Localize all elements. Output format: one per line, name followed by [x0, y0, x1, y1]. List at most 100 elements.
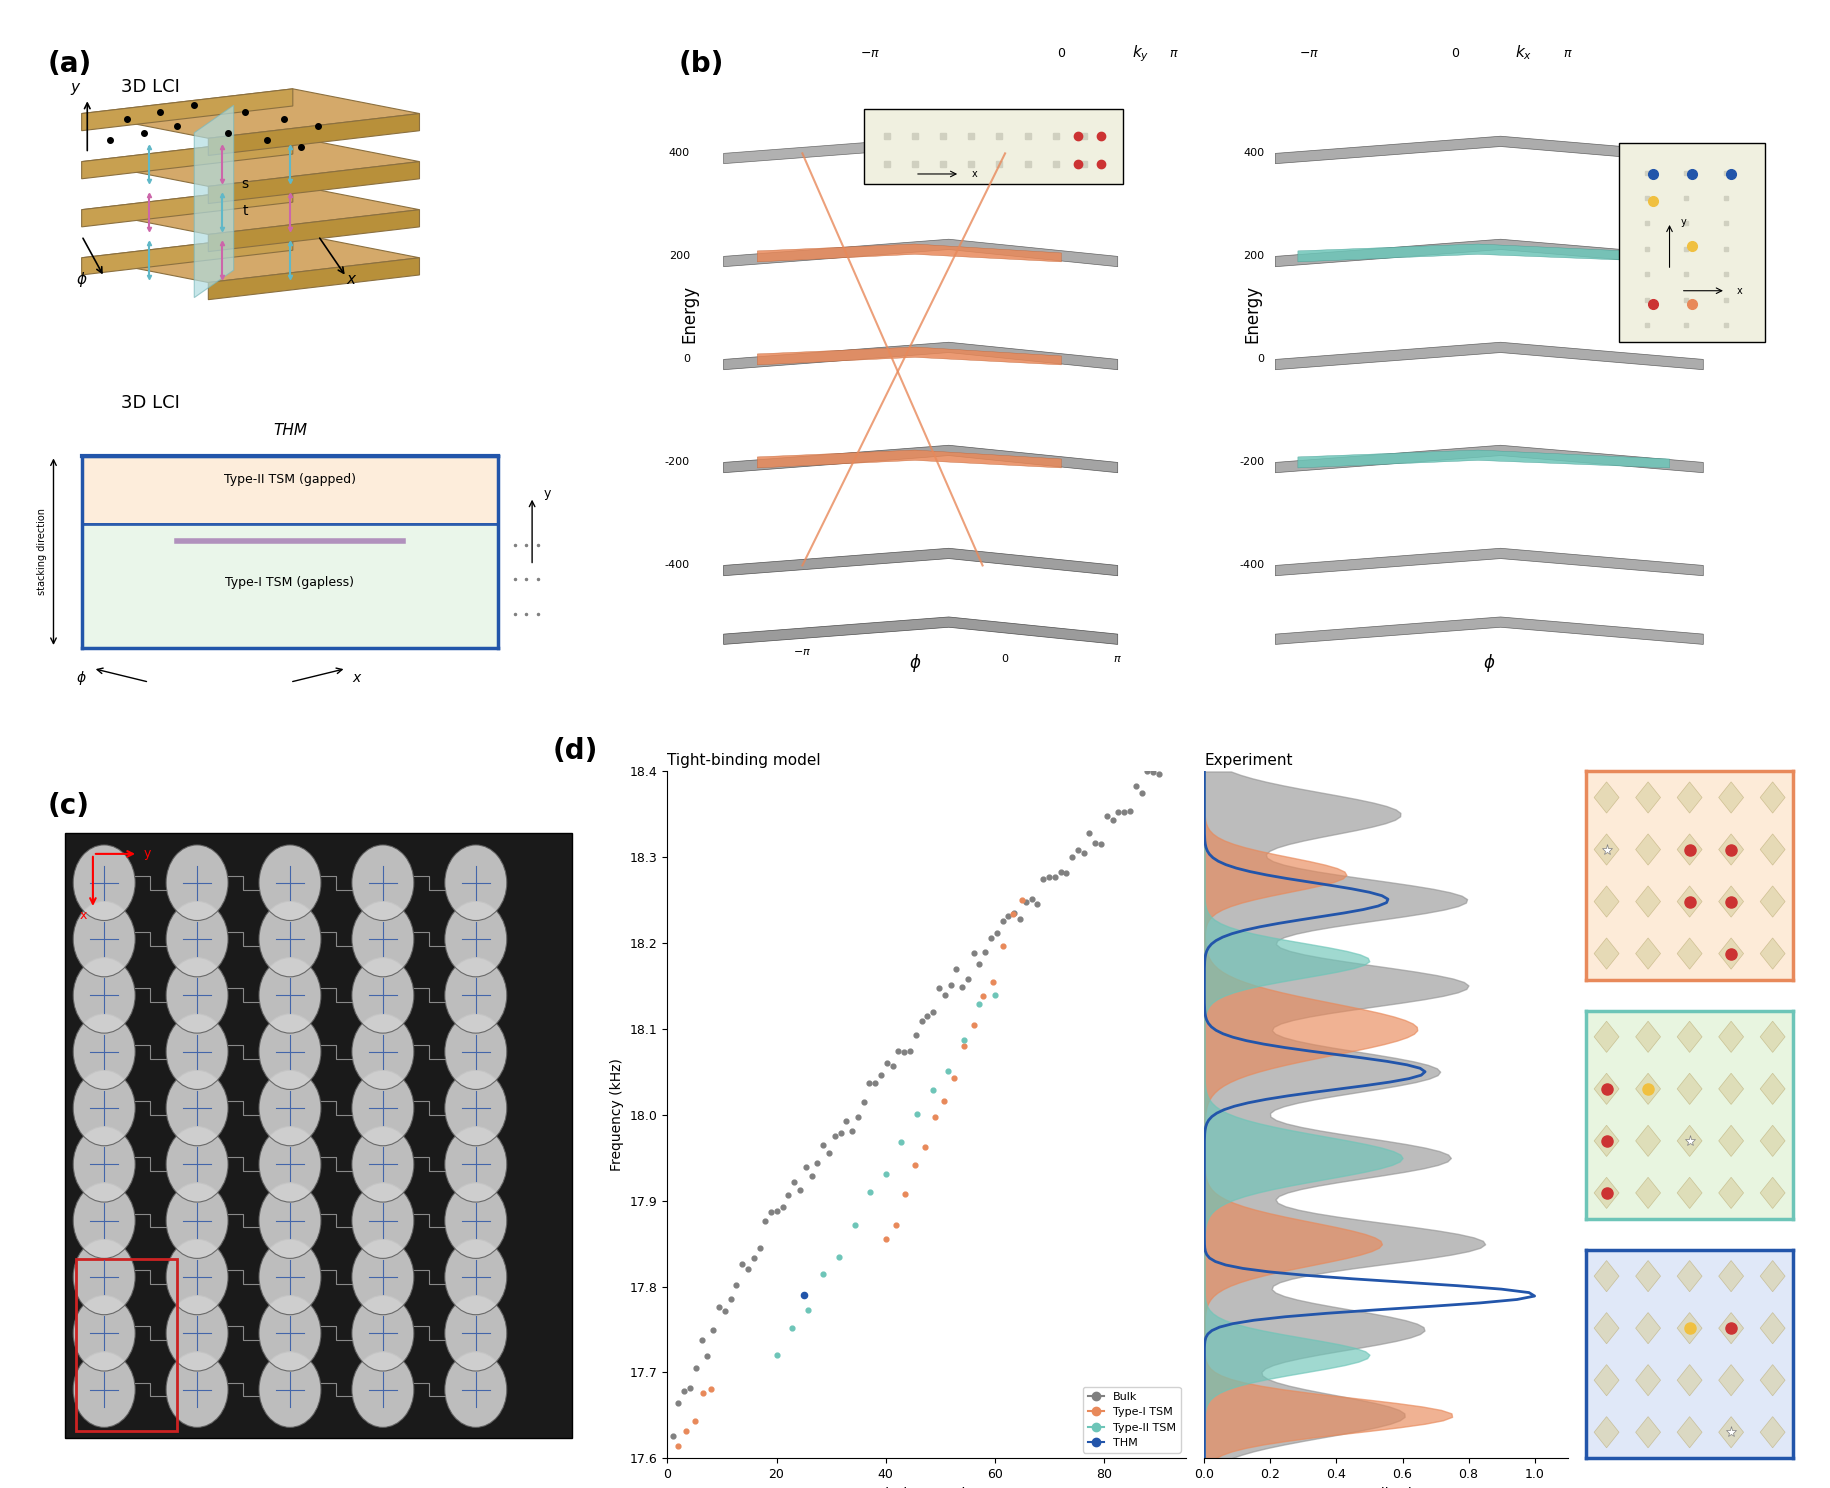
Bulk	[1058, 845, 1087, 869]
Bulk	[1103, 801, 1133, 824]
Text: (b): (b)	[679, 51, 725, 79]
Bulk	[1023, 893, 1052, 917]
Bulk	[983, 921, 1012, 945]
Polygon shape	[1594, 1312, 1620, 1344]
Bulk	[1114, 799, 1144, 823]
Text: $x$: $x$	[351, 671, 362, 684]
Bulk	[1087, 832, 1116, 856]
Circle shape	[73, 1126, 135, 1202]
Polygon shape	[1676, 1073, 1702, 1104]
Circle shape	[351, 845, 414, 921]
Text: (d): (d)	[553, 737, 598, 765]
Polygon shape	[1718, 1364, 1744, 1396]
Circle shape	[351, 958, 414, 1033]
Text: x: x	[972, 170, 977, 179]
Circle shape	[73, 1183, 135, 1259]
Bulk	[791, 1155, 820, 1178]
Polygon shape	[1594, 937, 1620, 969]
Polygon shape	[1636, 1312, 1660, 1344]
Bulk	[844, 1104, 873, 1128]
Polygon shape	[1676, 1312, 1702, 1344]
Type-II TSM	[761, 1344, 791, 1367]
Bulk	[798, 1164, 827, 1187]
Circle shape	[445, 1351, 507, 1427]
Bulk	[694, 1344, 723, 1367]
Bulk	[930, 984, 959, 1007]
Text: $\pi$: $\pi$	[1113, 653, 1122, 664]
Bulk	[686, 1329, 716, 1353]
Polygon shape	[1718, 1125, 1744, 1156]
Type-I TSM	[997, 902, 1027, 926]
Bulk	[849, 1089, 878, 1113]
Polygon shape	[723, 445, 1118, 473]
Bulk	[1069, 841, 1098, 865]
Polygon shape	[1594, 1021, 1620, 1052]
Polygon shape	[723, 240, 1118, 266]
Type-II TSM	[964, 992, 994, 1016]
Bulk	[873, 1051, 902, 1074]
Polygon shape	[1676, 937, 1702, 969]
Text: $-\pi$: $-\pi$	[792, 647, 811, 656]
Type-II TSM	[933, 1059, 963, 1083]
Bulk	[745, 1237, 774, 1260]
Circle shape	[167, 1013, 229, 1089]
Circle shape	[73, 1351, 135, 1427]
Circle shape	[167, 1351, 229, 1427]
Polygon shape	[1760, 1125, 1784, 1156]
Circle shape	[260, 1183, 320, 1259]
Type-I TSM	[979, 970, 1008, 994]
Bulk	[1063, 838, 1093, 862]
Bulk	[814, 1141, 844, 1165]
Polygon shape	[82, 137, 293, 179]
Type-II TSM	[871, 1162, 900, 1186]
Bulk	[1034, 866, 1063, 890]
Bulk	[774, 1183, 803, 1207]
Bulk	[994, 905, 1023, 929]
Bulk	[948, 975, 977, 998]
Type-I TSM	[688, 1381, 717, 1405]
Polygon shape	[1636, 937, 1660, 969]
Circle shape	[73, 902, 135, 976]
Type-I TSM	[950, 1034, 979, 1058]
Bulk	[1017, 887, 1047, 911]
Type-I TSM	[681, 1409, 710, 1433]
Bulk	[831, 1110, 860, 1134]
Type-I TSM	[880, 1213, 910, 1237]
THM	[789, 1283, 818, 1306]
Circle shape	[167, 1183, 229, 1259]
Text: $-\pi$: $-\pi$	[1299, 48, 1319, 60]
Polygon shape	[1594, 885, 1620, 917]
Polygon shape	[1676, 1177, 1702, 1208]
Polygon shape	[1276, 137, 1704, 164]
FancyBboxPatch shape	[64, 833, 571, 1437]
Bulk	[721, 1274, 750, 1298]
Polygon shape	[1718, 1260, 1744, 1292]
Polygon shape	[1718, 1073, 1744, 1104]
Circle shape	[167, 958, 229, 1033]
Polygon shape	[1297, 449, 1669, 467]
Type-I TSM	[930, 1089, 959, 1113]
Bulk	[728, 1251, 758, 1275]
Type-II TSM	[981, 984, 1010, 1007]
Bulk	[878, 1055, 908, 1079]
Circle shape	[260, 1126, 320, 1202]
Polygon shape	[1760, 1260, 1784, 1292]
Circle shape	[445, 1013, 507, 1089]
Circle shape	[73, 1070, 135, 1146]
Circle shape	[73, 1013, 135, 1089]
Circle shape	[351, 1183, 414, 1259]
Circle shape	[445, 845, 507, 921]
Text: Energy: Energy	[1244, 284, 1263, 342]
Bulk	[866, 1062, 895, 1086]
Type-II TSM	[778, 1317, 807, 1341]
Text: -200: -200	[1239, 457, 1265, 467]
Circle shape	[167, 845, 229, 921]
Bulk	[924, 976, 953, 1000]
Y-axis label: Frequency (kHz): Frequency (kHz)	[609, 1058, 624, 1171]
Legend: Bulk, Type-I TSM, Type-II TSM, THM: Bulk, Type-I TSM, Type-II TSM, THM	[1083, 1387, 1180, 1452]
Text: $y$: $y$	[70, 80, 82, 97]
Circle shape	[445, 902, 507, 976]
Polygon shape	[1297, 244, 1669, 262]
Polygon shape	[1718, 1312, 1744, 1344]
Type-I TSM	[891, 1181, 920, 1205]
